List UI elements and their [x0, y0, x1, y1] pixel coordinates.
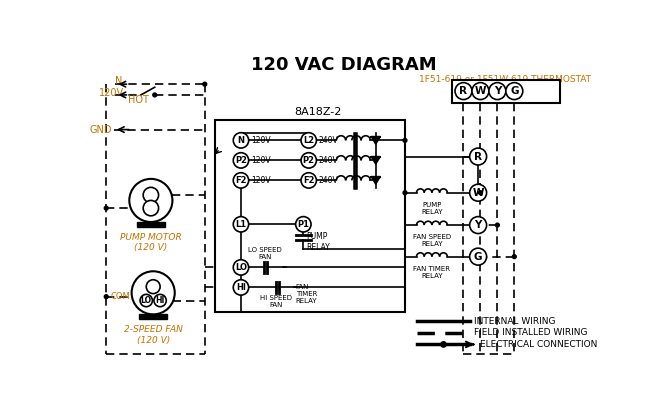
- Circle shape: [513, 255, 517, 259]
- Circle shape: [301, 133, 316, 148]
- Text: P1: P1: [297, 220, 310, 229]
- Circle shape: [154, 295, 166, 307]
- Circle shape: [233, 280, 249, 295]
- Circle shape: [140, 295, 152, 307]
- Text: HI SPEED
FAN: HI SPEED FAN: [261, 295, 292, 308]
- Circle shape: [506, 83, 523, 100]
- Text: P2: P2: [235, 156, 247, 165]
- Text: L1: L1: [235, 220, 247, 229]
- Bar: [215, 119, 405, 312]
- Text: HI: HI: [155, 296, 165, 305]
- Text: LO: LO: [141, 296, 152, 305]
- Text: LO SPEED
FAN: LO SPEED FAN: [248, 247, 281, 260]
- Circle shape: [233, 173, 249, 188]
- Circle shape: [233, 260, 249, 275]
- Text: Y: Y: [474, 220, 482, 230]
- Circle shape: [403, 138, 407, 142]
- Circle shape: [153, 93, 157, 97]
- Text: 1F51-619 or 1F51W-619 THERMOSTAT: 1F51-619 or 1F51W-619 THERMOSTAT: [419, 75, 591, 84]
- Circle shape: [233, 217, 249, 232]
- Circle shape: [470, 248, 486, 265]
- Text: 240V: 240V: [319, 176, 338, 185]
- Circle shape: [489, 83, 506, 100]
- Text: PUMP
RELAY: PUMP RELAY: [306, 232, 330, 252]
- Polygon shape: [371, 157, 381, 164]
- Circle shape: [143, 187, 159, 203]
- Text: HI: HI: [236, 283, 246, 292]
- Text: N: N: [237, 136, 245, 145]
- Text: G: G: [474, 252, 482, 261]
- Text: FAN
TIMER
RELAY: FAN TIMER RELAY: [295, 284, 318, 304]
- Circle shape: [455, 83, 472, 100]
- Text: 120V: 120V: [251, 156, 271, 165]
- Text: Y: Y: [494, 86, 501, 96]
- Text: 2-SPEED FAN
(120 V): 2-SPEED FAN (120 V): [124, 325, 183, 344]
- Circle shape: [470, 217, 486, 233]
- Text: LO: LO: [235, 263, 247, 272]
- Text: 8A18Z-2: 8A18Z-2: [294, 106, 341, 116]
- Circle shape: [233, 133, 249, 148]
- Text: 120V: 120V: [251, 176, 271, 185]
- Bar: [139, 314, 167, 319]
- Circle shape: [146, 280, 160, 294]
- Polygon shape: [371, 137, 381, 144]
- Polygon shape: [371, 176, 381, 184]
- Text: FIELD INSTALLED WIRING: FIELD INSTALLED WIRING: [474, 328, 588, 337]
- Circle shape: [295, 217, 311, 232]
- Circle shape: [472, 83, 489, 100]
- Text: GND: GND: [90, 124, 113, 134]
- Text: G: G: [510, 86, 519, 96]
- Text: P2: P2: [303, 156, 315, 165]
- Text: ELECTRICAL CONNECTION: ELECTRICAL CONNECTION: [480, 340, 597, 349]
- Text: FAN SPEED
RELAY: FAN SPEED RELAY: [413, 234, 451, 247]
- Circle shape: [301, 173, 316, 188]
- Text: INTERNAL WIRING: INTERNAL WIRING: [474, 317, 556, 326]
- Circle shape: [233, 153, 249, 168]
- Text: 240V: 240V: [319, 156, 338, 165]
- Bar: [452, 80, 559, 103]
- Circle shape: [470, 148, 486, 165]
- Text: 120 VAC DIAGRAM: 120 VAC DIAGRAM: [251, 57, 436, 75]
- Text: 240V: 240V: [319, 136, 338, 145]
- Text: F2: F2: [303, 176, 314, 185]
- Text: PUMP MOTOR
(120 V): PUMP MOTOR (120 V): [120, 233, 182, 252]
- Text: HOT: HOT: [128, 96, 149, 105]
- Text: R: R: [460, 86, 468, 96]
- Circle shape: [203, 82, 207, 86]
- Circle shape: [131, 271, 175, 314]
- Circle shape: [143, 200, 159, 216]
- Circle shape: [441, 342, 446, 347]
- Circle shape: [105, 206, 108, 210]
- Circle shape: [129, 179, 172, 222]
- Text: R: R: [474, 152, 482, 162]
- Text: COM: COM: [111, 292, 130, 301]
- Text: N: N: [115, 76, 122, 86]
- Text: W: W: [472, 188, 484, 198]
- Circle shape: [470, 184, 486, 201]
- Circle shape: [403, 191, 407, 195]
- Text: 120V: 120V: [251, 136, 271, 145]
- Text: PUMP
RELAY: PUMP RELAY: [421, 202, 443, 215]
- Circle shape: [105, 295, 108, 299]
- Circle shape: [495, 223, 499, 227]
- Text: L2: L2: [303, 136, 314, 145]
- Text: FAN TIMER
RELAY: FAN TIMER RELAY: [413, 266, 450, 279]
- Text: W: W: [474, 86, 486, 96]
- Text: F2: F2: [235, 176, 247, 185]
- Bar: [137, 222, 165, 227]
- Text: 120V: 120V: [99, 88, 125, 98]
- Circle shape: [478, 191, 482, 195]
- Circle shape: [301, 153, 316, 168]
